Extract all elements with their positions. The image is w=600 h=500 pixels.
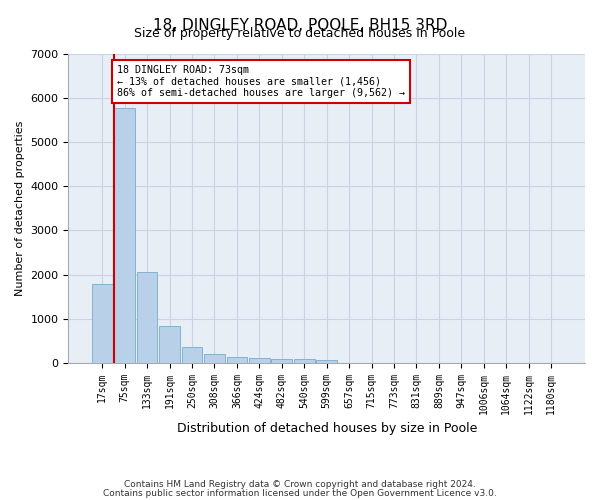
Text: 18, DINGLEY ROAD, POOLE, BH15 3RD: 18, DINGLEY ROAD, POOLE, BH15 3RD	[153, 18, 447, 32]
Bar	[137, 272, 157, 363]
Y-axis label: Number of detached properties: Number of detached properties	[15, 120, 25, 296]
Bar	[227, 357, 247, 363]
Bar	[92, 284, 113, 363]
Text: Size of property relative to detached houses in Poole: Size of property relative to detached ho…	[134, 28, 466, 40]
Bar	[159, 326, 180, 363]
Bar	[294, 359, 314, 363]
Bar	[115, 108, 135, 363]
Text: Contains HM Land Registry data © Crown copyright and database right 2024.: Contains HM Land Registry data © Crown c…	[124, 480, 476, 489]
Bar	[182, 348, 202, 363]
Bar	[316, 360, 337, 363]
X-axis label: Distribution of detached houses by size in Poole: Distribution of detached houses by size …	[176, 422, 477, 435]
Text: 18 DINGLEY ROAD: 73sqm
← 13% of detached houses are smaller (1,456)
86% of semi-: 18 DINGLEY ROAD: 73sqm ← 13% of detached…	[118, 65, 406, 98]
Text: Contains public sector information licensed under the Open Government Licence v3: Contains public sector information licen…	[103, 488, 497, 498]
Bar	[204, 354, 225, 363]
Bar	[271, 358, 292, 363]
Bar	[249, 358, 269, 363]
